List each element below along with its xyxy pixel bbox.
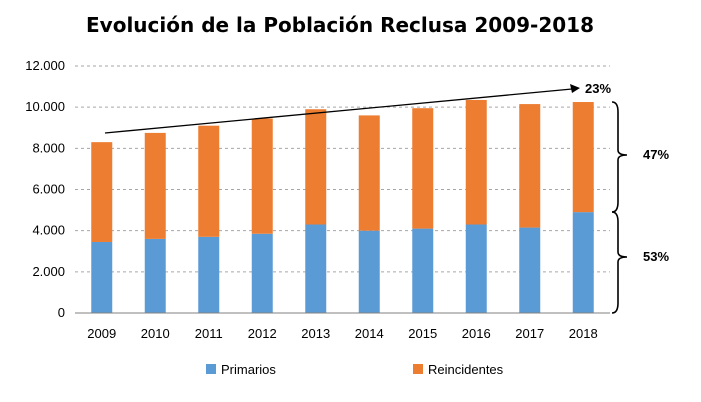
x-tick-label: 2014 bbox=[355, 326, 384, 341]
y-tick-label: 0 bbox=[58, 305, 65, 320]
legend-swatch-primarios bbox=[206, 364, 216, 374]
bar-reincidentes-2018 bbox=[572, 102, 594, 213]
bar-primarios-2010 bbox=[144, 238, 166, 313]
bar-reincidentes-2011 bbox=[198, 125, 220, 237]
x-axis-ticks: 2009 2010 2011 2012 2013 2014 2015 2016 2017 2018 bbox=[87, 326, 597, 341]
y-tick-label: 12.000 bbox=[25, 58, 65, 73]
reincidentes-share-label: 47% bbox=[643, 147, 669, 162]
y-axis-ticks: 0 2.000 4.000 6.000 8.000 10.000 12.000 bbox=[25, 58, 65, 320]
trend-arrow bbox=[104, 84, 580, 134]
x-tick-label: 2017 bbox=[515, 326, 544, 341]
bar-reincidentes-2014 bbox=[358, 115, 380, 231]
bar-reincidentes-2017 bbox=[519, 104, 541, 228]
legend: Primarios Reincidentes bbox=[206, 362, 504, 377]
x-tick-label: 2011 bbox=[195, 326, 223, 341]
x-tick-label: 2009 bbox=[87, 326, 116, 341]
y-tick-label: 2.000 bbox=[32, 264, 65, 279]
bars bbox=[91, 99, 594, 313]
y-tick-label: 10.000 bbox=[25, 99, 65, 114]
primarios-share-label: 53% bbox=[643, 249, 669, 264]
bar-primarios-2009 bbox=[91, 241, 113, 313]
bar-reincidentes-2009 bbox=[91, 142, 113, 242]
bar-primarios-2015 bbox=[412, 228, 434, 313]
x-tick-label: 2013 bbox=[301, 326, 330, 341]
bar-reincidentes-2010 bbox=[144, 132, 166, 239]
y-tick-label: 4.000 bbox=[32, 223, 65, 238]
bar-reincidentes-2013 bbox=[305, 109, 327, 225]
y-tick-label: 6.000 bbox=[32, 182, 65, 197]
chart-title: Evolución de la Población Reclusa 2009-2… bbox=[86, 13, 594, 37]
legend-label-reincidentes: Reincidentes bbox=[428, 362, 504, 377]
x-tick-label: 2018 bbox=[569, 326, 598, 341]
x-tick-label: 2012 bbox=[248, 326, 277, 341]
bar-primarios-2018 bbox=[572, 212, 594, 313]
x-tick-label: 2010 bbox=[141, 326, 170, 341]
bar-primarios-2011 bbox=[198, 236, 220, 313]
trend-label: 23% bbox=[585, 81, 611, 96]
bar-primarios-2017 bbox=[519, 227, 541, 313]
brace-reincidentes bbox=[611, 101, 628, 213]
bar-reincidentes-2015 bbox=[412, 108, 434, 229]
bar-reincidentes-2016 bbox=[465, 99, 487, 225]
x-tick-label: 2015 bbox=[408, 326, 437, 341]
bar-primarios-2014 bbox=[358, 230, 380, 313]
legend-label-primarios: Primarios bbox=[221, 362, 276, 377]
x-tick-label: 2016 bbox=[462, 326, 491, 341]
legend-swatch-reincidentes bbox=[413, 364, 423, 374]
brace-primarios bbox=[611, 211, 628, 314]
bar-reincidentes-2012 bbox=[251, 118, 273, 234]
bar-primarios-2013 bbox=[305, 224, 327, 313]
bar-primarios-2012 bbox=[251, 233, 273, 313]
y-tick-label: 8.000 bbox=[32, 140, 65, 155]
bar-primarios-2016 bbox=[465, 224, 487, 313]
